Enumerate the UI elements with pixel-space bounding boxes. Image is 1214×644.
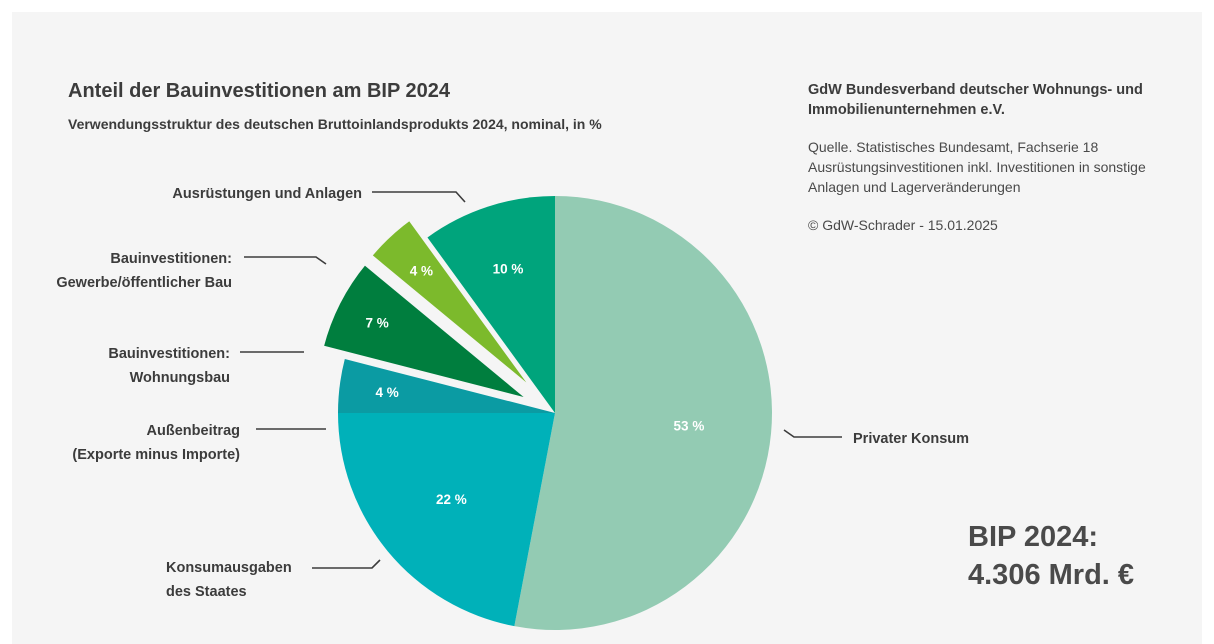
pie-slice [338, 359, 555, 413]
copyright-note: © GdW-Schrader - 15.01.2025 [808, 217, 998, 233]
chart-subtitle: Verwendungsstruktur des deutschen Brutto… [68, 116, 602, 132]
slice-category-label: Ausrüstungen und Anlagen [172, 186, 362, 202]
slice-category-label: Konsumausgaben [166, 560, 292, 576]
leader-line [244, 256, 327, 265]
slice-category-label: Privater Konsum [853, 431, 969, 447]
pie-slice [427, 196, 555, 413]
slice-category-label: (Exporte minus Importe) [72, 447, 240, 463]
leader-line [372, 191, 466, 203]
slice-category-label: des Staates [166, 584, 247, 600]
source-note: Quelle. Statistisches Bundesamt, Fachser… [808, 139, 1146, 195]
slice-value-label: 53 % [674, 419, 705, 434]
slice-category-label: Bauinvestitionen: [110, 251, 232, 267]
slice-value-label: 4 % [375, 385, 398, 400]
slice-category-label: Gewerbe/öffentlicher Bau [56, 275, 232, 291]
slice-category-label: Wohnungsbau [130, 370, 230, 386]
publisher-name: GdW Bundesverband deutscher Wohnungs- un… [808, 82, 1143, 118]
slice-category-label: Außenbeitrag [147, 423, 240, 439]
leader-line [312, 559, 381, 569]
slice-value-label: 22 % [436, 492, 467, 507]
gdp-total-value: 4.306 Mrd. € [968, 559, 1135, 591]
slice-value-label: 4 % [410, 264, 433, 279]
slice-value-label: 10 % [493, 262, 524, 277]
pie-slice [514, 196, 772, 630]
gdp-total: BIP 2024: 4.306 Mrd. € [968, 518, 1134, 594]
gdp-total-label: BIP 2024: [968, 521, 1099, 553]
pie-slice [338, 413, 555, 627]
leader-line [783, 429, 842, 438]
pie-slice [367, 215, 539, 396]
chart-title: Anteil der Bauinvestitionen am BIP 2024 [68, 80, 450, 102]
pie-slice [319, 260, 534, 404]
slice-value-label: 7 % [366, 315, 389, 330]
slice-category-label: Bauinvestitionen: [108, 346, 230, 362]
